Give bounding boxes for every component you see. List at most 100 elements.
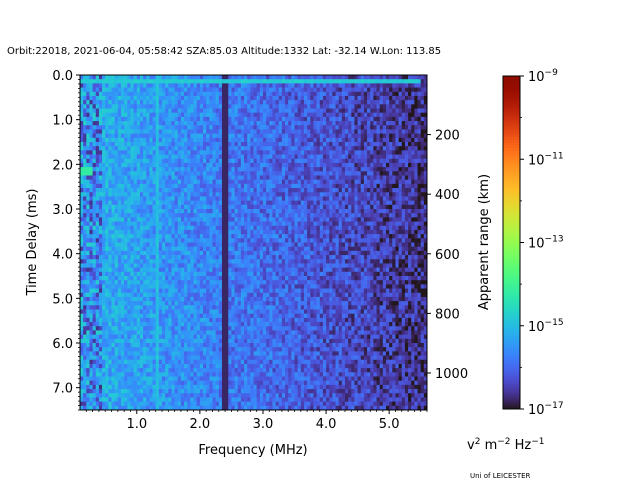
heatmap-cell	[385, 217, 390, 222]
heatmap-cell	[206, 137, 210, 143]
heatmap-cell	[162, 209, 166, 214]
heatmap-cell	[190, 75, 194, 80]
heatmap-cell	[367, 188, 371, 193]
heatmap-cell	[335, 154, 340, 160]
heatmap-cell	[108, 246, 112, 252]
heatmap-cell	[423, 142, 428, 147]
heatmap-cell	[174, 238, 179, 243]
heatmap-cell	[108, 100, 112, 105]
heatmap-cell	[203, 200, 207, 206]
heatmap-cell	[341, 183, 346, 189]
heatmap-cell	[80, 192, 84, 197]
heatmap-cell	[237, 162, 242, 168]
heatmap-cell	[408, 204, 412, 210]
heatmap-cell	[187, 79, 191, 84]
heatmap-cell	[360, 146, 365, 151]
heatmap-cell	[256, 200, 261, 206]
heatmap-cell	[357, 246, 362, 252]
heatmap-cell	[206, 91, 210, 97]
heatmap-cell	[244, 79, 248, 84]
heatmap-cell	[174, 217, 179, 222]
heatmap-cell	[370, 175, 374, 181]
heatmap-cell	[382, 229, 387, 235]
heatmap-cell	[244, 146, 248, 151]
heatmap-cell	[199, 162, 204, 168]
heatmap-cell	[231, 146, 235, 151]
heatmap-cell	[130, 146, 135, 151]
heatmap-cell	[344, 229, 349, 235]
heatmap-cell	[392, 154, 396, 160]
heatmap-cell	[395, 121, 399, 126]
heatmap-cell	[344, 250, 349, 256]
heatmap-cell	[278, 179, 283, 185]
heatmap-cell	[414, 242, 418, 248]
heatmap-cell	[111, 225, 116, 231]
heatmap-cell	[184, 263, 188, 269]
heatmap-cell	[180, 146, 185, 151]
heatmap-cell	[187, 125, 191, 130]
heatmap-cell	[92, 154, 97, 160]
heatmap-cell	[376, 217, 381, 222]
heatmap-cell	[335, 250, 340, 256]
heatmap-cell	[244, 158, 248, 164]
heatmap-cell	[80, 200, 84, 206]
heatmap-cell	[288, 142, 292, 147]
heatmap-cell	[212, 221, 217, 227]
heatmap-cell	[121, 192, 125, 197]
heatmap-cell	[158, 179, 163, 185]
heatmap-cell	[102, 108, 106, 114]
heatmap-cell	[420, 83, 425, 88]
heatmap-cell	[146, 171, 150, 176]
heatmap-cell	[297, 179, 302, 185]
heatmap-cell	[86, 162, 90, 168]
heatmap-cell	[288, 179, 292, 185]
heatmap-cell	[278, 158, 283, 164]
heatmap-cell	[234, 87, 239, 93]
heatmap-cell	[266, 83, 270, 88]
heatmap-cell	[225, 112, 229, 118]
heatmap-cell	[414, 108, 418, 114]
heatmap-cell	[335, 75, 340, 80]
heatmap-cell	[411, 200, 415, 206]
heatmap-cell	[344, 146, 349, 151]
heatmap-cell	[158, 183, 163, 189]
heatmap-cell	[269, 188, 273, 193]
heatmap-cell	[203, 213, 207, 218]
heatmap-cell	[348, 238, 352, 243]
heatmap-cell	[341, 234, 346, 239]
heatmap-cell	[332, 229, 336, 235]
heatmap-cell	[332, 217, 336, 222]
heatmap-cell	[240, 183, 245, 189]
heatmap-cell	[228, 255, 232, 260]
heatmap-cell	[256, 142, 261, 147]
heatmap-cell	[247, 209, 251, 214]
heatmap-cell	[215, 259, 220, 264]
heatmap-cell	[111, 188, 116, 193]
heatmap-cell	[95, 209, 100, 214]
heatmap-cell	[322, 213, 327, 218]
heatmap-cell	[411, 79, 415, 84]
heatmap-cell	[404, 225, 409, 231]
heatmap-cell	[389, 167, 393, 172]
heatmap-cell	[250, 167, 254, 172]
heatmap-cell	[89, 137, 94, 143]
heatmap-cell	[133, 146, 138, 151]
heatmap-cell	[408, 246, 412, 252]
heatmap-cell	[184, 154, 188, 160]
heatmap-cell	[294, 255, 299, 260]
heatmap-cell	[228, 171, 232, 176]
heatmap-cell	[281, 154, 286, 160]
heatmap-cell	[281, 116, 286, 122]
heatmap-cell	[329, 183, 333, 189]
heatmap-cell	[326, 129, 330, 135]
heatmap-cell	[237, 83, 242, 88]
heatmap-cell	[354, 242, 358, 248]
heatmap-cell	[414, 95, 418, 101]
heatmap-cell	[414, 142, 418, 147]
heatmap-cell	[278, 137, 283, 143]
heatmap-cell	[341, 108, 346, 114]
heatmap-cell	[253, 221, 258, 227]
heatmap-cell	[95, 167, 100, 172]
heatmap-cell	[269, 162, 273, 168]
heatmap-cell	[127, 225, 131, 231]
